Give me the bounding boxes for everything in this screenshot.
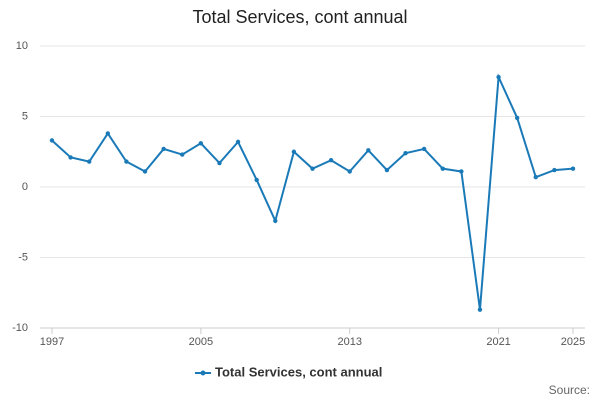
- x-tick-label: 1997: [40, 336, 64, 348]
- data-point: [217, 160, 222, 166]
- data-point: [180, 152, 185, 157]
- x-tick-label: 2013: [337, 336, 361, 348]
- data-point: [366, 148, 371, 153]
- data-point: [49, 138, 55, 143]
- data-point: [142, 169, 148, 174]
- data-point: [514, 115, 520, 121]
- x-tick-label: 2005: [189, 336, 213, 348]
- data-point: [496, 74, 501, 80]
- data-point: [570, 166, 576, 171]
- y-tick-label: -5: [18, 251, 28, 263]
- data-point: [235, 139, 241, 145]
- data-point: [105, 131, 111, 136]
- data-point: [533, 174, 538, 180]
- data-point: [198, 141, 204, 146]
- data-point: [161, 146, 166, 152]
- data-point: [87, 159, 92, 164]
- data-line: [51, 73, 574, 310]
- y-tick-label: 10: [16, 40, 28, 52]
- legend-label: Total Services, cont annual: [215, 364, 382, 379]
- data-point: [273, 218, 278, 224]
- y-tick-label: 0: [22, 181, 28, 193]
- y-tick-label: -10: [12, 322, 28, 334]
- data-point: [124, 159, 129, 164]
- data-point: [440, 166, 445, 171]
- chart-title: Total Services, cont annual: [192, 7, 407, 27]
- data-point: [68, 155, 73, 160]
- data-point: [421, 146, 427, 152]
- source: Source:: [549, 383, 590, 397]
- data-point: [347, 169, 352, 174]
- data-point: [459, 169, 464, 174]
- data-point: [477, 307, 483, 312]
- y-tick-label: 5: [22, 110, 28, 122]
- data-point: [254, 177, 259, 183]
- data-point: [384, 167, 390, 173]
- data-point: [328, 158, 334, 163]
- x-tick-label: 2021: [486, 336, 510, 348]
- data-point: [403, 150, 408, 156]
- data-point: [552, 167, 557, 173]
- x-tick-label: 2025: [561, 336, 585, 348]
- legend-marker: [200, 370, 206, 376]
- data-point: [310, 166, 315, 171]
- data-point: [291, 149, 297, 154]
